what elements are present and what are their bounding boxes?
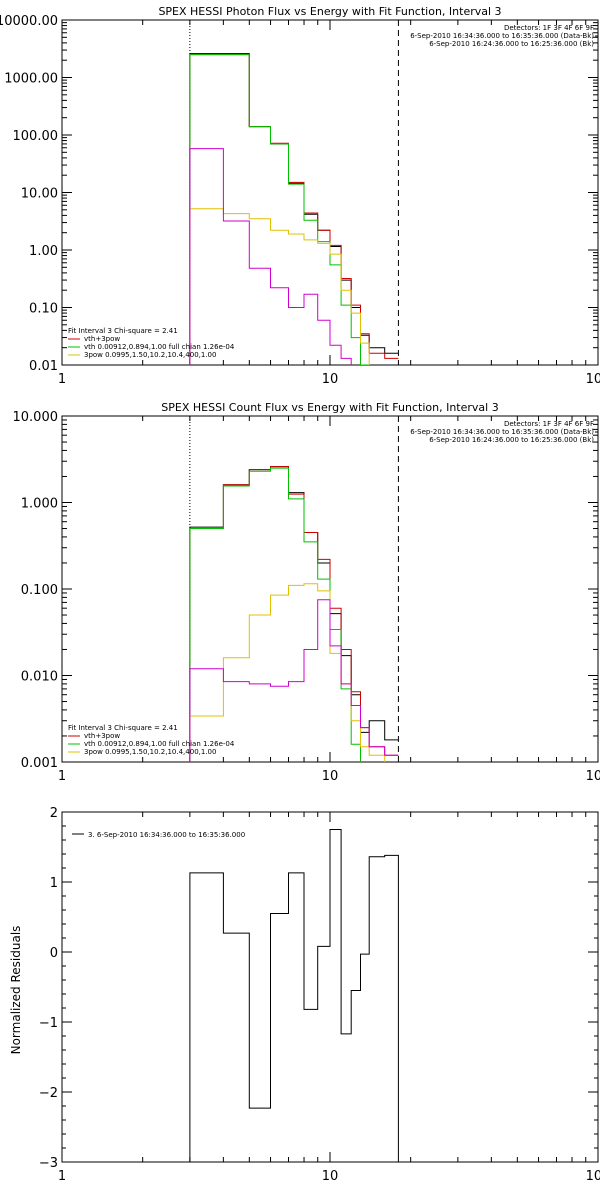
count-flux-title: SPEX HESSI Count Flux vs Energy with Fit…: [161, 401, 498, 414]
count-x-tick-label: 100: [586, 769, 600, 784]
photon-series-2-line: [189, 54, 370, 365]
photon-flux-panel: SPEX HESSI Photon Flux vs Energy with Fi…: [0, 5, 600, 387]
residual-y-tick-label: −2: [39, 1086, 58, 1101]
count-info-line: 6-Sep-2010 16:34:36.000 to 16:35:36.000 …: [410, 428, 594, 436]
photon-info-line: 6-Sep-2010 16:24:36.000 to 16:25:36.000 …: [429, 40, 594, 48]
photon-y-tick-label: 1.00: [29, 244, 58, 259]
residual-x-tick-label: 10: [322, 1169, 339, 1184]
photon-series-3-line: [189, 208, 370, 365]
count-fit-legend-entry: vth+3pow: [84, 732, 120, 740]
photon-info-line: 6-Sep-2010 16:34:36.000 to 16:35:36.000 …: [410, 32, 594, 40]
photon-x-tick-label: 10: [322, 372, 339, 387]
count-series-2-line: [189, 467, 361, 762]
residual-y-tick-label: 1: [50, 876, 58, 891]
count-fit-legend-entry: Fit Interval 3 Chi-square = 2.41: [68, 724, 178, 732]
photon-fit-legend-entry: 3pow 0.0995,1.50,10.2,10.4,400,1.00: [84, 351, 216, 359]
count-info-line: 6-Sep-2010 16:24:36.000 to 16:25:36.000 …: [429, 436, 594, 444]
photon-x-tick-label: 1: [58, 372, 66, 387]
count-y-tick-label: 1.000: [21, 497, 58, 512]
count-fit-legend-entry: vth 0.00912,0.894,1.00 full chian 1.26e-…: [84, 740, 235, 748]
photon-series-4-line: [189, 148, 352, 365]
photon-y-tick-label: 100.00: [13, 129, 59, 144]
photon-flux-title: SPEX HESSI Photon Flux vs Energy with Fi…: [158, 5, 501, 18]
count-y-tick-label: 10.000: [13, 410, 59, 425]
count-fit-legend-entry: 3pow 0.0995,1.50,10.2,10.4,400,1.00: [84, 748, 216, 756]
count-flux-panel: SPEX HESSI Count Flux vs Energy with Fit…: [13, 401, 600, 784]
residuals-panel: Normalized Residuals 1 10 100 −3 −2 −1 0 1 2 3. 6…: [9, 806, 600, 1184]
count-series-3-line: [189, 583, 386, 762]
photon-fit-legend-entry: vth 0.00912,0.894,1.00 full chian 1.26e-…: [84, 343, 235, 351]
count-series-4-line: [189, 599, 399, 762]
photon-y-tick-label: 0.01: [29, 359, 58, 374]
residual-y-tick-label: −1: [39, 1016, 58, 1031]
photon-fit-legend-entry: vth+3pow: [84, 335, 120, 343]
residual-y-tick-label: 2: [50, 806, 58, 821]
residual-series-0-line: [189, 829, 399, 1162]
count-x-tick-label: 1: [58, 769, 66, 784]
count-info-line: Detectors: 1F 3F 4F 6F 9F: [504, 420, 594, 428]
photon-y-tick-label: 0.10: [29, 302, 58, 317]
residual-y-tick-label: −3: [39, 1156, 58, 1171]
count-y-tick-label: 0.100: [21, 583, 58, 598]
count-y-tick-label: 0.001: [21, 756, 58, 771]
photon-y-tick-label: 10.00: [21, 187, 58, 202]
photon-y-tick-label: 10000.00: [0, 14, 58, 29]
photon-y-tick-label: 1000.00: [4, 72, 58, 87]
residual-legend-entry: 3. 6-Sep-2010 16:34:36.000 to 16:35:36.0…: [88, 831, 245, 839]
photon-info-line: Detectors: 1F 3F 4F 6F 9F: [504, 24, 594, 32]
residual-y-tick-label: 0: [50, 946, 58, 961]
residual-x-tick-label: 100: [586, 1169, 600, 1184]
count-y-tick-label: 0.010: [21, 670, 58, 685]
count-x-tick-label: 10: [322, 769, 339, 784]
photon-fit-legend-entry: Fit Interval 3 Chi-square = 2.41: [68, 327, 178, 335]
residuals-ylabel: Normalized Residuals: [9, 926, 23, 1055]
residual-x-tick-label: 1: [58, 1169, 66, 1184]
photon-x-tick-label: 100: [586, 372, 600, 387]
